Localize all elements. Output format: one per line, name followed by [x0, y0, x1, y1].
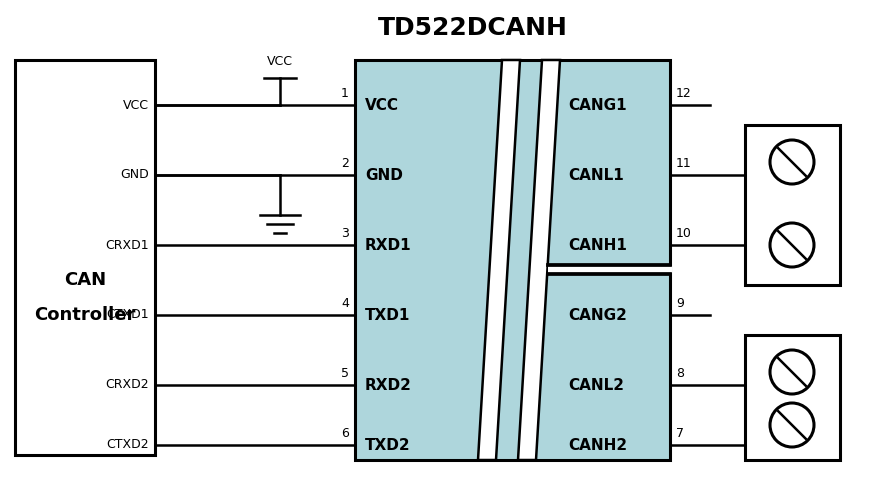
Text: 6: 6 [341, 427, 349, 440]
Text: Controller: Controller [34, 306, 136, 324]
Text: 10: 10 [676, 227, 692, 240]
Polygon shape [478, 60, 520, 460]
Circle shape [770, 350, 814, 394]
Text: TD522DCANH: TD522DCANH [378, 16, 568, 40]
Text: GND: GND [365, 167, 403, 183]
Text: TXD2: TXD2 [365, 437, 410, 453]
Circle shape [770, 140, 814, 184]
Text: RXD1: RXD1 [365, 238, 411, 252]
Text: CRXD1: CRXD1 [105, 239, 149, 251]
Text: 3: 3 [341, 227, 349, 240]
Circle shape [770, 223, 814, 267]
Text: 7: 7 [676, 427, 684, 440]
Text: 4: 4 [341, 297, 349, 310]
Bar [15, 60, 155, 455]
Text: CTXD2: CTXD2 [107, 438, 149, 452]
Polygon shape [518, 60, 560, 460]
Text: TXD1: TXD1 [365, 307, 410, 323]
Text: CANL2: CANL2 [568, 378, 624, 392]
Text: 9: 9 [676, 297, 684, 310]
Bar [548, 266, 672, 273]
Bar [745, 125, 840, 285]
Text: CTXD1: CTXD1 [107, 308, 149, 322]
Text: RXD2: RXD2 [365, 378, 412, 392]
Text: CANH1: CANH1 [568, 238, 626, 252]
Text: CANG2: CANG2 [568, 307, 626, 323]
Text: GND: GND [120, 168, 149, 182]
Text: VCC: VCC [365, 98, 399, 112]
Text: 1: 1 [341, 87, 349, 100]
Text: 8: 8 [676, 367, 684, 380]
Text: VCC: VCC [267, 55, 293, 68]
Text: 2: 2 [341, 157, 349, 170]
Text: CRXD2: CRXD2 [105, 379, 149, 391]
Text: CANL1: CANL1 [568, 167, 624, 183]
Text: CANH2: CANH2 [568, 437, 627, 453]
Text: CAN: CAN [64, 271, 106, 289]
Bar [355, 60, 670, 460]
Text: 5: 5 [341, 367, 349, 380]
Text: 11: 11 [676, 157, 692, 170]
Bar [745, 335, 840, 460]
Text: 12: 12 [676, 87, 692, 100]
Circle shape [770, 403, 814, 447]
Text: CANG1: CANG1 [568, 98, 626, 112]
Text: VCC: VCC [123, 99, 149, 111]
